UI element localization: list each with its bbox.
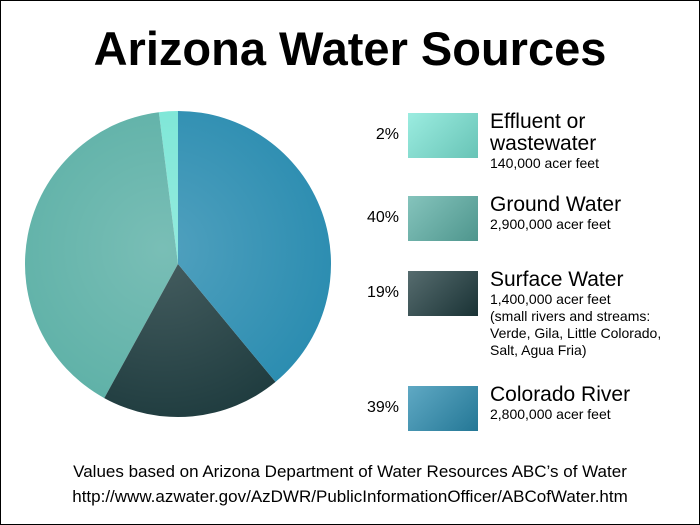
- legend-entry: Effluent or wastewater 140,000 acer feet: [490, 111, 670, 172]
- note-line: Salt, Agua Fria): [490, 342, 587, 358]
- note-line: (small rivers and streams:: [490, 308, 651, 324]
- chart-title: Arizona Water Sources: [93, 22, 607, 75]
- amount-label: 2,800,000 acer feet: [490, 406, 611, 422]
- footnote: http://www.azwater.gov/AzDWR/PublicInfor…: [72, 487, 628, 506]
- legend-entry: Ground Water 2,900,000 acer feet: [490, 194, 670, 233]
- value-label: 19%: [366, 284, 399, 301]
- amount-label: 2,900,000 acer feet: [490, 216, 611, 232]
- legend-swatch: [408, 196, 478, 241]
- amount-label: 1,400,000 acer feet: [490, 291, 611, 307]
- amount-label: 140,000 acer feet: [490, 155, 599, 171]
- legend-entry: Colorado River 2,800,000 acer feet: [490, 384, 670, 423]
- legend-entry: Surface Water 1,400,000 acer feet (small r…: [490, 269, 670, 359]
- value-label: 40%: [366, 209, 399, 226]
- value-label: 39%: [366, 399, 399, 416]
- legend-swatch: [408, 271, 478, 316]
- value-label: 2%: [375, 126, 399, 143]
- footnote: Values based on Arizona Department of Wa…: [73, 462, 627, 481]
- legend-label: Effluent or wastewater: [490, 110, 597, 155]
- note-line: Verde, Gila, Little Colorado,: [490, 325, 662, 341]
- legend-swatch: [408, 386, 478, 431]
- legend-label: Surface Water: [490, 268, 624, 291]
- legend-label: Colorado River: [490, 383, 631, 406]
- legend-swatch: [408, 113, 478, 158]
- legend-label: Ground Water: [490, 193, 622, 216]
